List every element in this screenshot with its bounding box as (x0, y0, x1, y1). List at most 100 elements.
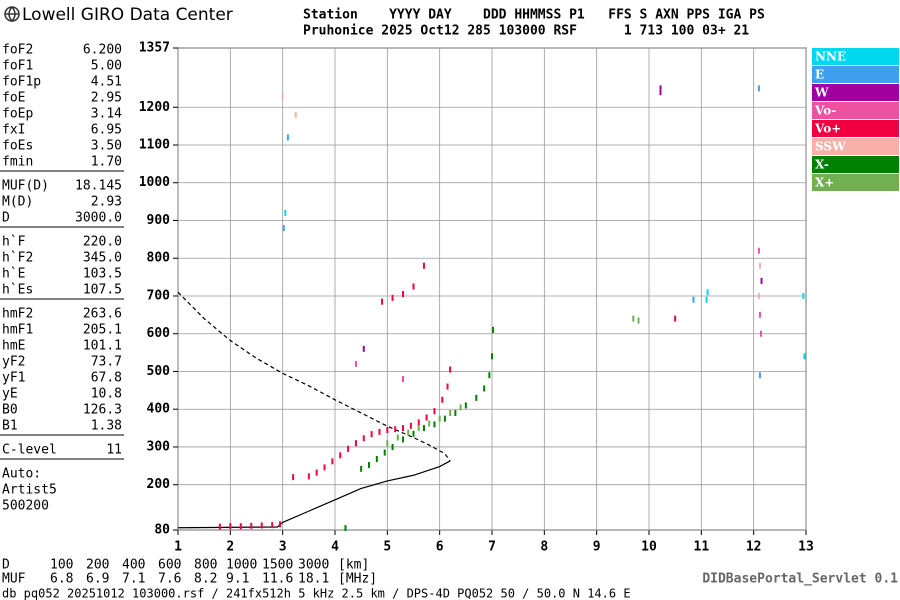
param-value: 1.70 (91, 155, 122, 170)
echo-point (758, 311, 761, 318)
x-tick-label: 5 (383, 540, 391, 555)
echo-point (362, 435, 365, 442)
d-value: 3000 (298, 558, 329, 573)
muf-value: 9.1 (226, 572, 249, 587)
echo-point (331, 458, 334, 465)
echo-point (446, 383, 449, 390)
echo-point (483, 385, 486, 392)
param-value: 2.93 (91, 195, 122, 210)
muf-label: MUF (2, 572, 26, 587)
d-value: 1500 (262, 558, 293, 573)
param-label: C-level (2, 443, 57, 458)
echo-point (307, 473, 310, 480)
echo-point (705, 296, 708, 303)
echo-point (354, 440, 357, 447)
echo-point (386, 426, 389, 433)
footer: db pq052 20251012 103000.rsf / 241fx512h… (2, 587, 631, 600)
echo-point (433, 408, 436, 415)
echo-point (459, 404, 462, 411)
param-value: 263.6 (83, 307, 122, 322)
echo-point (488, 372, 491, 379)
legend-label: X+ (815, 176, 834, 190)
echo-point (409, 422, 412, 429)
echo-point (284, 209, 287, 216)
echo-point (402, 291, 405, 298)
param-label: foEp (2, 107, 33, 122)
legend-label: X- (815, 158, 829, 172)
d-value: 600 (158, 558, 181, 573)
echo-point (281, 92, 284, 99)
param-label: hmF1 (2, 323, 33, 338)
echo-point (759, 330, 762, 337)
y-tick-label: 1100 (139, 138, 170, 153)
param-label: h`F2 (2, 251, 33, 266)
echo-point (422, 262, 425, 269)
param-label: yF1 (2, 371, 25, 386)
param-label: foF1 (2, 59, 33, 74)
echo-point (632, 315, 635, 322)
echo-point (391, 443, 394, 450)
auto-text: Artist5 (2, 483, 57, 498)
param-label: B0 (2, 403, 18, 418)
param-value: 345.0 (83, 251, 122, 266)
param-value: 67.8 (91, 371, 122, 386)
header-line: Pruhonice 2025 Oct12 285 103000 RSF 1 71… (303, 24, 749, 39)
param-value: 103.5 (83, 267, 122, 282)
param-value: 1.38 (91, 419, 122, 434)
y-tick-label: 500 (147, 364, 171, 379)
legend-swatch (812, 102, 899, 119)
echo-point (239, 523, 242, 530)
echo-point (315, 469, 318, 476)
legend-swatch (812, 48, 899, 65)
echo-point (491, 353, 493, 360)
echo-point (758, 262, 761, 269)
echo-point (396, 434, 399, 441)
echo-point (347, 445, 350, 452)
param-value: 107.5 (83, 283, 122, 298)
echo-point (279, 521, 282, 528)
param-label: B1 (2, 419, 18, 434)
d-value: 1000 (226, 558, 257, 573)
echo-point (757, 292, 760, 299)
echo-point (250, 522, 253, 529)
echo-point (294, 111, 297, 118)
echo-point (706, 289, 709, 296)
echo-point (383, 449, 386, 456)
muf-unit: [MHz] (338, 572, 377, 587)
x-tick-label: 9 (593, 540, 601, 555)
y-tick-label: 700 (147, 288, 171, 303)
echo-point (803, 353, 806, 360)
x-tick-label: 11 (694, 540, 710, 555)
param-value: 205.1 (83, 323, 122, 338)
echo-point (286, 134, 289, 141)
y-tick-label: 1200 (139, 100, 170, 115)
param-label: MUF(D) (2, 179, 49, 194)
x-tick-label: 6 (436, 540, 444, 555)
echo-point (433, 421, 436, 428)
x-tick-label: 8 (540, 540, 548, 555)
echo-point (344, 525, 347, 532)
y-tick-label: 200 (147, 477, 171, 492)
muf-value: 8.2 (194, 572, 217, 587)
legend-label: SSW (815, 140, 846, 154)
echo-point (391, 294, 394, 301)
auto-text: Auto: (2, 467, 41, 482)
echo-point (438, 415, 441, 422)
echo-point (360, 465, 363, 472)
echo-point (637, 317, 640, 324)
echo-point (354, 360, 357, 367)
echo-point (323, 464, 326, 471)
echo-point (758, 372, 761, 379)
echo-point (412, 283, 415, 290)
muf-value: 6.8 (50, 572, 73, 587)
echo-point (402, 436, 405, 443)
echo-point (760, 277, 763, 284)
param-value: 18.145 (75, 179, 122, 194)
x-tick-label: 7 (488, 540, 496, 555)
legend-label: Vo+ (814, 122, 841, 136)
param-value: 101.1 (83, 339, 122, 354)
param-label: foF2 (2, 43, 33, 58)
echo-point (402, 376, 405, 383)
d-unit: [km] (338, 558, 369, 573)
echo-point (659, 89, 662, 96)
